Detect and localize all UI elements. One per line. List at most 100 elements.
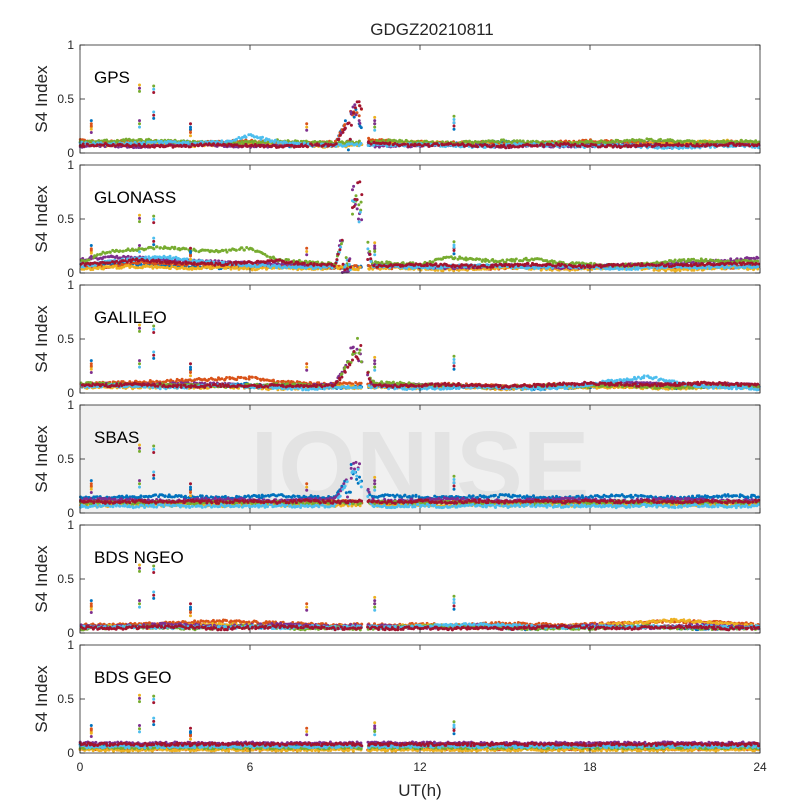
data-point [513, 145, 517, 149]
spike-point [452, 121, 456, 125]
plot-area [80, 45, 760, 153]
data-point [552, 144, 556, 148]
data-point [354, 194, 358, 198]
spike-point [452, 127, 456, 131]
data-point [480, 144, 484, 148]
data-point [333, 139, 337, 143]
data-point [620, 140, 624, 144]
data-point [153, 140, 157, 144]
data-point [254, 144, 258, 148]
data-point [681, 143, 685, 147]
plot-area [80, 165, 760, 273]
data-point [348, 137, 352, 141]
data-point [234, 248, 238, 252]
data-point [487, 260, 491, 264]
spike-point [305, 122, 309, 126]
data-point [220, 139, 224, 143]
data-point [118, 249, 122, 253]
spike-point [138, 86, 141, 90]
data-point [366, 240, 370, 244]
data-point [136, 266, 140, 270]
data-point [351, 212, 354, 216]
data-point [186, 140, 190, 144]
data-point [346, 148, 350, 152]
data-point [253, 139, 257, 143]
data-point [357, 119, 361, 123]
spike-point [138, 122, 141, 126]
data-point [265, 254, 269, 258]
y-axis-label: S4 Index [32, 65, 51, 133]
data-point [505, 258, 509, 262]
spike-point [138, 89, 141, 93]
data-point [367, 267, 371, 271]
data-point [749, 256, 753, 260]
spike-point [189, 127, 192, 131]
data-point [244, 135, 248, 139]
data-point [357, 203, 361, 207]
data-point [375, 139, 379, 142]
data-point [212, 142, 216, 146]
data-point [670, 147, 674, 150]
spike-point [373, 128, 377, 132]
chart-title: GDGZ20210811 [370, 20, 493, 39]
data-point [355, 207, 359, 211]
data-point [359, 107, 363, 111]
data-point [539, 268, 543, 272]
spike-point [89, 124, 93, 128]
data-point [697, 144, 701, 148]
data-point [338, 133, 342, 137]
data-point [317, 143, 321, 147]
data-point [347, 121, 351, 125]
data-point [200, 266, 204, 270]
data-point [143, 143, 146, 146]
data-point [628, 139, 632, 143]
data-point [251, 248, 255, 252]
data-point [246, 144, 250, 148]
data-point [357, 100, 361, 104]
data-point [235, 265, 239, 269]
data-point [124, 137, 128, 141]
data-point [296, 141, 300, 145]
data-point [502, 143, 506, 147]
spike-point [152, 113, 156, 117]
spike-point [189, 122, 192, 126]
spike-point [452, 118, 456, 121]
data-point [526, 139, 530, 143]
data-point [111, 264, 115, 268]
series-points [78, 100, 761, 152]
data-point [138, 143, 141, 147]
data-point [310, 143, 314, 147]
data-point [358, 265, 362, 269]
data-point [453, 143, 457, 147]
spike-point [152, 87, 156, 91]
spike-point [452, 124, 456, 128]
data-point [170, 265, 174, 269]
data-point [476, 145, 480, 149]
data-point [468, 139, 471, 143]
data-point [388, 138, 392, 142]
data-point [453, 256, 457, 260]
data-point [492, 143, 496, 147]
data-point [604, 141, 608, 145]
data-point [349, 123, 353, 127]
data-point [514, 257, 518, 261]
data-point [407, 144, 410, 148]
data-point [652, 268, 656, 272]
data-point [343, 123, 347, 127]
data-point [701, 143, 705, 147]
data-point [427, 144, 431, 148]
data-point [356, 268, 360, 272]
data-point [276, 141, 280, 145]
data-point [369, 142, 373, 146]
data-point [449, 142, 453, 146]
data-point [273, 138, 277, 142]
spike-point [373, 122, 377, 126]
data-point [95, 143, 99, 147]
data-point [355, 142, 359, 146]
data-point [368, 250, 372, 253]
data-point [481, 258, 485, 262]
data-point [316, 260, 320, 264]
data-point [287, 258, 290, 262]
